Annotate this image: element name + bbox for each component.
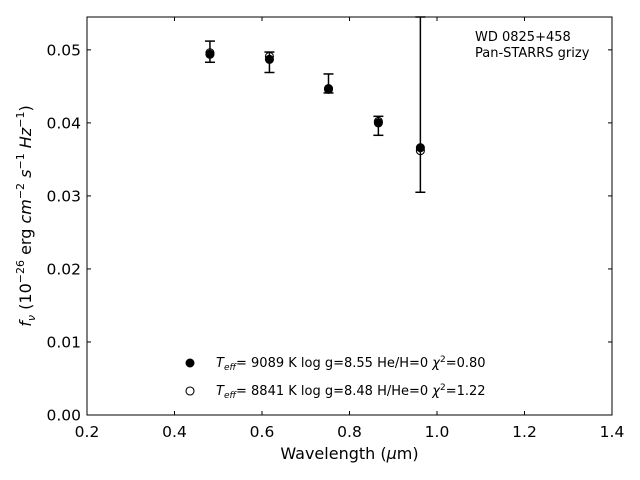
x-axis: 0.2 0.4 0.6 0.8 1.0 1.2 1.4	[75, 17, 625, 441]
x-tick-label: 1.0	[425, 423, 450, 441]
y-tick-label: 0.04	[46, 114, 81, 132]
model-points	[205, 48, 425, 156]
x-tick-label: 0.8	[337, 423, 362, 441]
y-axis-label: fν (10−26 erg cm−2 s−1 Hz−1)	[14, 105, 38, 326]
x-tick-label: 1.4	[600, 423, 625, 441]
model-point-open	[323, 84, 334, 94]
legend-label-1: Teff= 9089 K log g=8.55 He/H=0 χ2=0.80	[216, 355, 486, 373]
model-point-open	[373, 116, 383, 126]
annotation-object: WD 0825+458	[475, 30, 571, 45]
x-tick-label: 0.6	[250, 423, 275, 441]
y-tick-label: 0.03	[46, 187, 81, 205]
legend-marker-filled	[185, 358, 195, 368]
x-tick-label: 0.2	[75, 423, 100, 441]
model-point-open	[264, 51, 274, 61]
annotation-survey: Pan-STARRS grizy	[475, 46, 590, 61]
model-point-open	[205, 48, 215, 58]
legend-label-2: Teff= 8841 K log g=8.48 H/He=0 χ2=1.22	[216, 383, 486, 401]
model-point-open	[415, 146, 425, 156]
y-axis: 0.00 0.01 0.02 0.03 0.04 0.05	[46, 41, 612, 425]
x-axis-label: Wavelength (μm)	[280, 444, 418, 463]
y-tick-label: 0.01	[46, 333, 81, 351]
x-tick-label: 1.2	[512, 423, 537, 441]
y-tick-label: 0.00	[46, 407, 81, 425]
observed-error-bars	[204, 16, 426, 194]
legend: Teff= 9089 K log g=8.55 He/H=0 χ2=0.80 T…	[185, 355, 486, 401]
x-tick-label: 0.4	[162, 423, 187, 441]
legend-marker-open	[185, 386, 195, 396]
y-tick-label: 0.05	[46, 41, 81, 59]
model-point-filled	[264, 54, 274, 64]
model-point-filled	[415, 143, 425, 153]
y-tick-label: 0.02	[46, 260, 81, 278]
